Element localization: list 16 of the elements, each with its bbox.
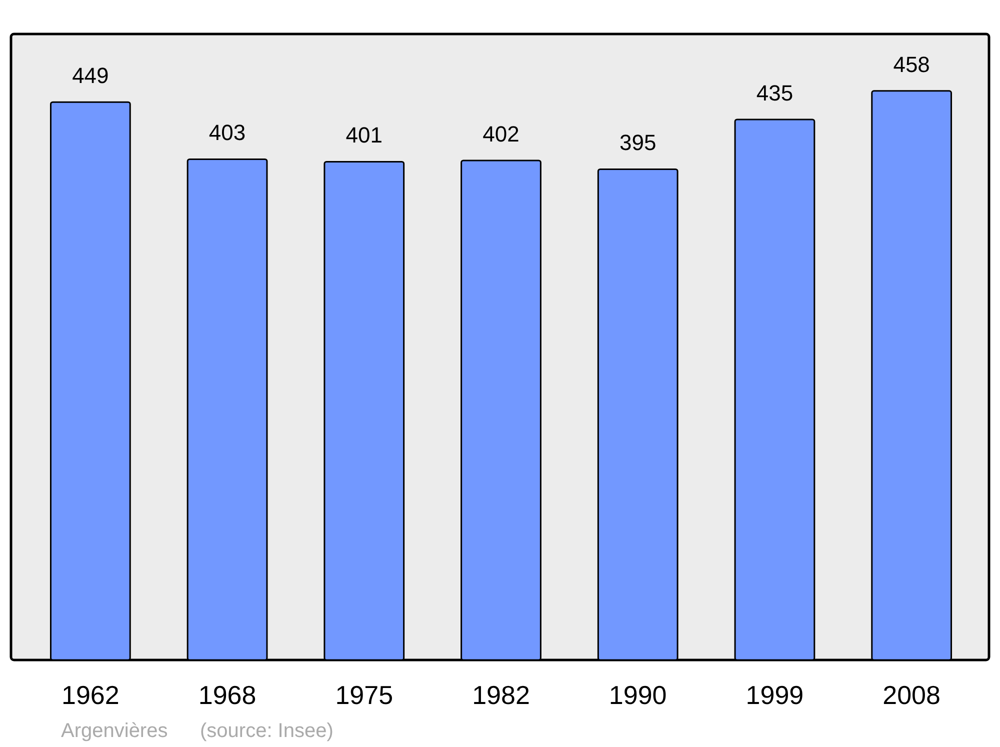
x-tick-label: 1999	[746, 680, 804, 710]
text: Argenvières	[61, 720, 168, 742]
data-label: 403	[208, 120, 246, 146]
data-label: 449	[72, 63, 109, 88]
data-label: 395	[620, 130, 656, 156]
data-label: 458	[893, 52, 930, 77]
x-tick-label: 1990	[608, 680, 667, 710]
x-tick-label: 1968	[198, 680, 256, 710]
data-label: 435	[756, 80, 794, 106]
x-tick-label: 1962	[62, 680, 120, 710]
x-tick-label: 2008	[882, 680, 940, 710]
data-label: 402	[482, 121, 520, 146]
text: (source: Insee)	[200, 720, 334, 742]
x-tick-label: 1982	[472, 680, 530, 710]
x-tick-label: 1975	[335, 680, 394, 710]
data-label: 401	[346, 122, 382, 148]
